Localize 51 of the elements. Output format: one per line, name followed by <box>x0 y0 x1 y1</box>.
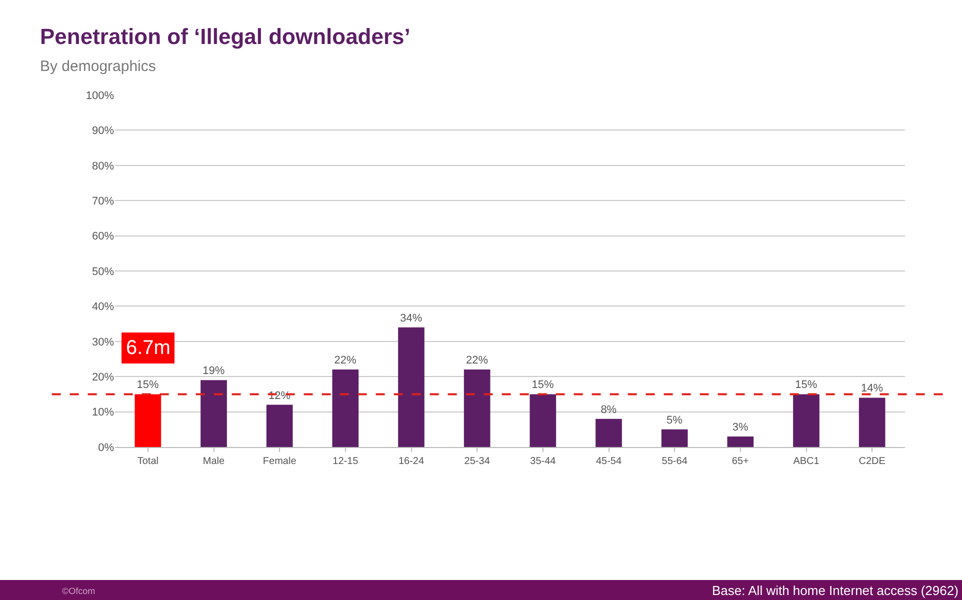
y-tick-label: 90% <box>92 125 114 138</box>
data-label: 22% <box>334 354 357 367</box>
data-label: 15% <box>795 379 818 392</box>
bar <box>793 394 820 447</box>
x-tick-label: Male <box>202 456 226 467</box>
data-label: 14% <box>860 382 884 395</box>
y-tick-label: 40% <box>92 301 114 314</box>
data-label: 15% <box>136 379 160 392</box>
y-tick-label: 20% <box>92 371 114 384</box>
x-tick-label: Female <box>262 456 297 467</box>
bar <box>200 380 227 447</box>
bar <box>858 398 886 447</box>
data-label: 19% <box>202 365 225 378</box>
bar <box>596 418 622 447</box>
data-label: 15% <box>532 379 554 392</box>
data-label: 8% <box>600 404 617 416</box>
y-tick-label: 60% <box>92 230 114 243</box>
y-tick-label: 100% <box>86 90 114 102</box>
y-tick-label: 10% <box>92 406 114 419</box>
bar <box>398 327 424 447</box>
x-tick-label: ABC1 <box>793 456 820 467</box>
x-tick-label: 35-44 <box>530 456 556 467</box>
data-label: 3% <box>732 421 748 434</box>
chart-subtitle: By demographics <box>40 58 156 75</box>
annotation: 6.7m <box>126 337 170 359</box>
chart-title: Penetration of ‘Illegal downloaders’ <box>40 24 410 49</box>
bar <box>266 404 293 447</box>
x-tick-label: 65+ <box>732 456 750 467</box>
bar <box>332 370 359 447</box>
data-label: 34% <box>400 312 422 324</box>
x-tick-label: 25-34 <box>464 456 490 467</box>
text: ©Ofcom <box>62 586 96 596</box>
x-tick-label: 55-64 <box>662 456 688 467</box>
x-tick-label: C2DE <box>858 456 886 467</box>
y-tick-label: 0% <box>98 442 114 454</box>
bar <box>464 370 490 447</box>
y-tick-label: 30% <box>92 336 114 348</box>
x-tick-label: 45-54 <box>596 456 622 467</box>
data-label: 5% <box>666 414 683 426</box>
bar <box>134 394 162 447</box>
y-tick-label: 50% <box>92 266 114 278</box>
bar <box>661 429 688 447</box>
y-tick-label: 80% <box>92 160 114 172</box>
bar <box>727 436 754 447</box>
x-tick-label: 16-24 <box>398 456 424 467</box>
x-tick-label: 12-15 <box>332 456 359 467</box>
bar <box>530 394 556 447</box>
x-tick-label: Total <box>137 456 158 467</box>
text: Base: All with home Internet access (2962) <box>712 583 958 598</box>
data-label: 22% <box>466 354 488 367</box>
y-tick-label: 70% <box>92 195 114 208</box>
